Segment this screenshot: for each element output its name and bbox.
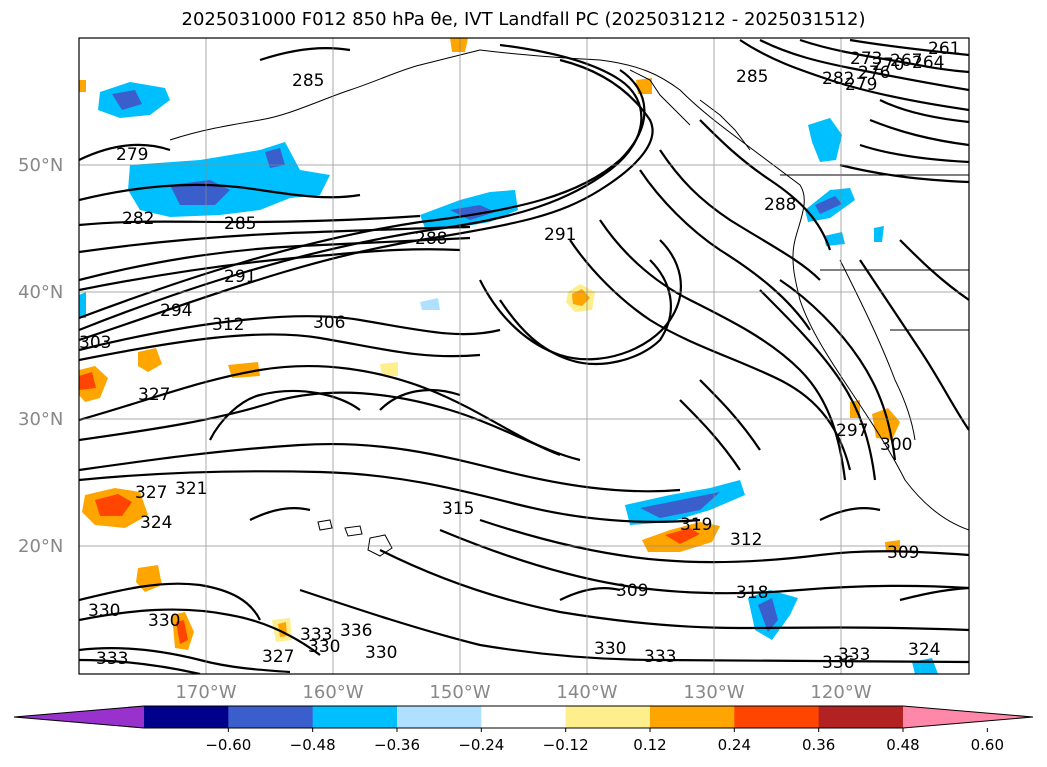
contour-label: 273 <box>850 49 882 69</box>
contour-label: 291 <box>224 267 256 287</box>
contour-label: 282 <box>122 209 154 229</box>
contour-label: 270 <box>872 55 904 75</box>
contour-label: 318 <box>736 583 768 603</box>
lat-label: 20°N <box>18 536 63 557</box>
colorbar-outline <box>13 705 1034 729</box>
contour-label: 303 <box>79 333 111 353</box>
colorbar-tick-label: −0.48 <box>290 736 336 754</box>
colorbar-segment <box>397 706 482 728</box>
contour-label: 327 <box>138 385 170 405</box>
contour-label: 279 <box>845 75 877 95</box>
contour-label: 336 <box>822 653 854 673</box>
longitude-labels: 170°W 160°W 150°W 140°W 130°W 120°W <box>175 682 871 703</box>
lat-label: 40°N <box>18 282 63 303</box>
contour-label: 319 <box>680 515 712 535</box>
contour-label: 312 <box>730 530 762 550</box>
latitude-labels: 50°N 40°N 30°N 20°N <box>18 155 63 557</box>
contour-labels: 285 279 282 285 288 291 291 294 312 306 … <box>79 39 960 673</box>
contour-label: 330 <box>365 643 397 663</box>
colorbar-segment <box>734 706 820 728</box>
contour-label: 282 <box>822 69 854 89</box>
contour-label: 330 <box>88 601 120 621</box>
contour-label: 315 <box>442 499 474 519</box>
contour-label: 285 <box>292 71 324 91</box>
contour-label: 312 <box>212 315 244 335</box>
map-border <box>78 37 970 675</box>
contour-label: 321 <box>175 479 207 499</box>
contour-label: 300 <box>880 435 912 455</box>
colorbar-tick-label: 0.24 <box>718 736 751 754</box>
contour-label: 330 <box>148 611 180 631</box>
colorbar-tick-label: 0.12 <box>633 736 666 754</box>
colorbar-extend-low <box>14 706 144 728</box>
colorbar-segment <box>650 706 735 728</box>
contour-label: 330 <box>308 637 340 657</box>
contour-label: 276 <box>858 63 890 83</box>
colorbar-segment <box>144 706 229 728</box>
contour-label: 324 <box>140 513 172 533</box>
contour-label: 291 <box>544 225 576 245</box>
contour-label: 333 <box>96 649 128 669</box>
colorbar-tick-label: −0.60 <box>205 736 251 754</box>
contour-label: 288 <box>764 195 796 215</box>
contour-label: 309 <box>887 543 919 563</box>
contour-label: 267 <box>890 51 922 71</box>
contour-label: 288 <box>415 229 447 249</box>
contour-label: 279 <box>116 145 148 165</box>
colorbar-tick-label: 0.48 <box>886 736 919 754</box>
colorbar-tick-label: −0.36 <box>374 736 420 754</box>
coastlines <box>169 49 969 531</box>
contour-label: 306 <box>313 313 345 333</box>
positive-pc-shading <box>79 38 900 650</box>
contour-label: 285 <box>736 67 768 87</box>
hawaii-islands <box>317 519 393 557</box>
contour-label: 309 <box>616 581 648 601</box>
contour-label: 333 <box>300 625 332 645</box>
contour-label: 264 <box>912 53 944 73</box>
contour-label: 336 <box>340 621 372 641</box>
theta-e-contours <box>79 38 969 674</box>
lon-label: 170°W <box>175 682 236 703</box>
contour-label: 327 <box>262 647 294 667</box>
lon-label: 130°W <box>683 682 744 703</box>
colorbar-extend-high <box>903 706 1033 728</box>
contour-label: 330 <box>594 639 626 659</box>
contour-label: 294 <box>160 301 192 321</box>
colorbar: −0.60 −0.48 −0.36 −0.24 −0.12 0.12 0.24 0.36 0.4… <box>13 705 1034 754</box>
colorbar-segment <box>565 706 651 728</box>
colorbar-segment <box>481 706 567 728</box>
colorbar-tick-label: 0.36 <box>802 736 835 754</box>
colorbar-tick-label: −0.24 <box>458 736 504 754</box>
lat-label: 30°N <box>18 409 63 430</box>
lat-label: 50°N <box>18 155 63 176</box>
contour-label: 297 <box>836 421 868 441</box>
graticule <box>79 38 969 674</box>
lon-label: 160°W <box>302 682 363 703</box>
contour-label: 333 <box>644 647 676 667</box>
colorbar-tick-label: −0.12 <box>543 736 589 754</box>
contour-label: 324 <box>908 640 940 660</box>
lon-label: 150°W <box>429 682 490 703</box>
colorbar-segment <box>228 706 314 728</box>
map-title: 2025031000 F012 850 hPa θe, IVT Landfall… <box>181 9 866 30</box>
contour-label: 285 <box>224 214 256 234</box>
lon-label: 140°W <box>556 682 617 703</box>
contour-label: 333 <box>838 645 870 665</box>
lon-label: 120°W <box>810 682 871 703</box>
colorbar-segment <box>818 706 904 728</box>
colorbar-tick-label: 0.60 <box>971 736 1004 754</box>
contour-label: 327 <box>135 483 167 503</box>
contour-label: 261 <box>928 39 960 59</box>
colorbar-segment <box>312 706 398 728</box>
